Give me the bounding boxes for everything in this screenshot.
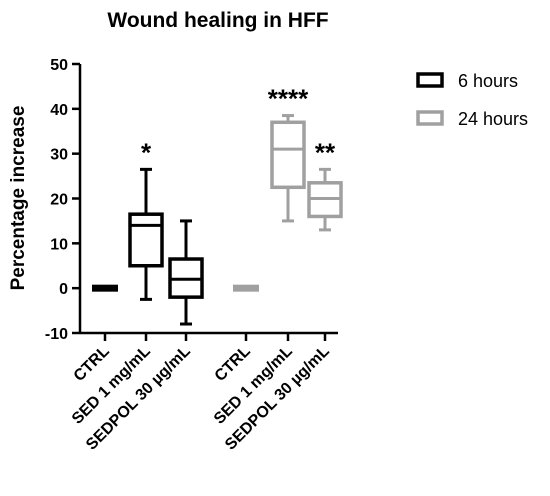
chart-title: Wound healing in HFF [107,9,328,32]
box-flat [233,284,259,292]
significance-label: **** [268,84,309,114]
box-6h-2 [168,219,204,326]
box-24h-0 [233,284,259,292]
box-6h-1 [128,167,164,301]
legend-item-24h: 24 hours [416,109,528,129]
legend-item-6h: 6 hours [416,71,518,91]
y-tick-label: 10 [50,236,68,253]
box-6h-0 [92,284,118,292]
y-axis-label: Percentage increase [8,106,29,291]
significance-label: * [141,137,152,167]
legend: 6 hours 24 hours [416,71,528,129]
box-24h-2 [307,167,343,232]
box-flat [92,284,118,292]
y-tick-label: 50 [50,57,68,74]
legend-label: 6 hours [458,71,518,91]
y-tick-label: 30 [50,147,68,164]
box-iqr [128,212,164,268]
y-tick-label: -10 [45,326,68,343]
significance-label: ** [315,137,336,167]
box-iqr [270,120,306,190]
y-tick-label: 20 [50,192,68,209]
legend-swatch [416,72,444,88]
legend-label: 24 hours [458,109,528,129]
box-24h-1 [270,114,306,223]
y-tick-label: 0 [59,281,68,298]
legend-swatch [416,110,444,126]
y-tick-label: 40 [50,102,68,119]
plot-area: ******* [92,84,343,326]
y-axis: -10 0 10 20 30 40 50 [45,57,82,343]
